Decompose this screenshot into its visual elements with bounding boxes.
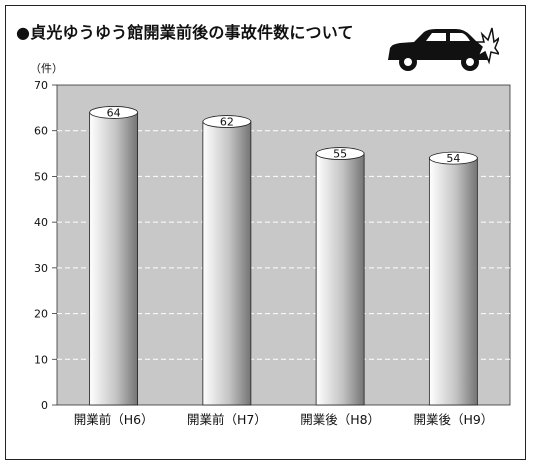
car-crash-icon	[388, 27, 499, 71]
y-tick-label: 50	[34, 170, 48, 183]
data-label: 64	[107, 106, 121, 119]
y-tick-label: 20	[34, 308, 48, 321]
y-tick-label: 10	[34, 353, 48, 366]
x-tick-label: 開業後（H8）	[300, 412, 380, 427]
y-tick-label: 70	[34, 79, 48, 92]
bar: 54	[428, 151, 478, 406]
x-tick-label: 開業前（H7）	[187, 412, 267, 427]
bar-body	[428, 157, 478, 406]
bar-top	[89, 106, 139, 119]
bar-top	[315, 147, 365, 160]
bar: 62	[202, 115, 252, 406]
chart-title: ●貞光ゆうゆう館開業前後の事故件数について	[16, 23, 354, 42]
bar-body	[89, 112, 139, 406]
y-tick-label: 0	[41, 399, 48, 412]
y-axis: 0 10 20 30 40 50 60 70	[34, 79, 57, 412]
x-axis: 開業前（H6） 開業前（H7） 開業後（H8） 開業後（H9）	[74, 412, 494, 427]
x-tick-label: 開業後（H9）	[413, 412, 493, 427]
y-axis-unit-label: （件）	[30, 62, 63, 75]
bar: 55	[315, 147, 365, 406]
bar-top	[202, 115, 252, 128]
y-tick-label: 40	[34, 216, 48, 229]
data-label: 55	[333, 148, 347, 161]
bar-body	[315, 153, 365, 406]
data-label: 54	[446, 152, 460, 165]
bar-body	[202, 121, 252, 406]
bar: 64	[89, 106, 139, 406]
y-tick-label: 30	[34, 262, 48, 275]
x-tick-label: 開業前（H6）	[74, 412, 154, 427]
bars: 64 62 55 54	[89, 106, 478, 406]
data-label: 62	[220, 116, 234, 129]
y-tick-label: 60	[34, 125, 48, 138]
bar-top	[428, 151, 478, 165]
